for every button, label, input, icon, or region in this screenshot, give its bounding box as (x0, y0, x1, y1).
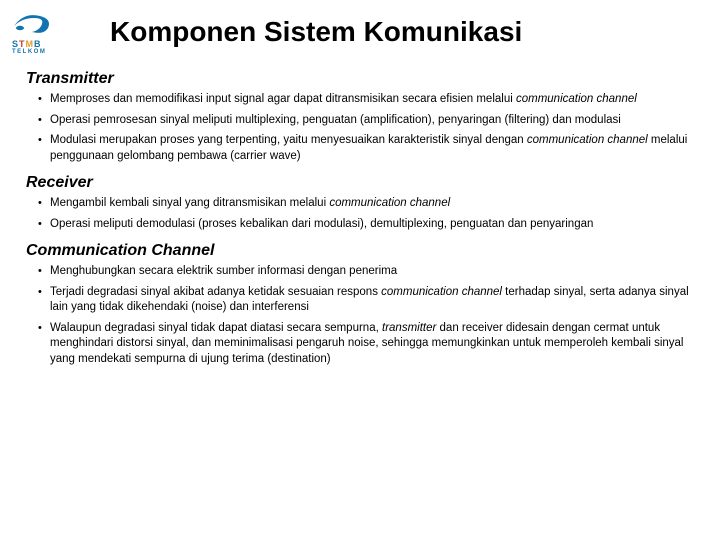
section-heading-channel: Communication Channel (26, 242, 698, 260)
logo: STMB TELKOM (12, 10, 62, 58)
list-channel: Menghubungkan secara elektrik sumber inf… (26, 264, 698, 367)
swirl-icon (12, 10, 52, 36)
list-item: Terjadi degradasi sinyal akibat adanya k… (38, 285, 698, 316)
logo-subtext: TELKOM (12, 49, 62, 55)
list-item: Menghubungkan secara elektrik sumber inf… (38, 264, 698, 280)
section-heading-transmitter: Transmitter (26, 70, 698, 88)
section-heading-receiver: Receiver (26, 174, 698, 192)
list-item: Walaupun degradasi sinyal tidak dapat di… (38, 321, 698, 368)
list-item: Mengambil kembali sinyal yang ditransmis… (38, 196, 698, 212)
logo-text: STMB (12, 39, 62, 49)
content: Transmitter Memproses dan memodifikasi i… (26, 70, 698, 372)
list-receiver: Mengambil kembali sinyal yang ditransmis… (26, 196, 698, 232)
list-item: Modulasi merupakan proses yang terpentin… (38, 133, 698, 164)
page-title: Komponen Sistem Komunikasi (110, 16, 522, 48)
list-item: Operasi meliputi demodulasi (proses keba… (38, 217, 698, 233)
list-item: Memproses dan memodifikasi input signal … (38, 92, 698, 108)
list-transmitter: Memproses dan memodifikasi input signal … (26, 92, 698, 164)
list-item: Operasi pemrosesan sinyal meliputi multi… (38, 113, 698, 129)
